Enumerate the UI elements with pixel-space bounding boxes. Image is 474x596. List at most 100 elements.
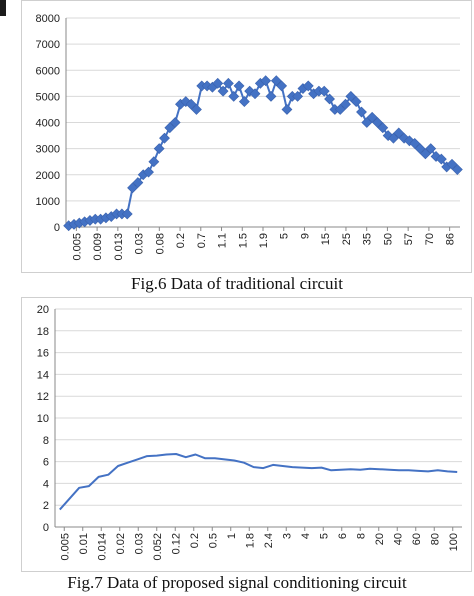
fig6-xtick-label: 5	[279, 233, 291, 239]
fig6-data-point	[265, 90, 277, 102]
fig7-xtick-label: 0.5	[207, 533, 219, 548]
fig6-data-point	[185, 98, 197, 110]
fig6-ytick-label: 8000	[36, 13, 60, 25]
fig6-data-point	[372, 117, 383, 128]
fig6-data-point	[164, 122, 176, 134]
fig7-xtick-label: 40	[392, 533, 404, 545]
fig7-xtick-label: 1	[226, 533, 238, 539]
fig6-data-point	[318, 85, 330, 97]
fig6-data-point	[212, 77, 224, 89]
fig6-data-point	[356, 106, 367, 118]
fig6-xtick-label: 70	[424, 233, 436, 245]
fig6-ytick-label: 2000	[36, 170, 60, 182]
fig6-xtick-label: 0.2	[175, 233, 187, 248]
fig6-data-point	[324, 93, 335, 105]
fig6-xtick-label: 86	[445, 233, 457, 245]
fig6-data-point	[345, 90, 357, 102]
fig6-data-point	[159, 132, 170, 144]
fig7-ytick-label: 6	[43, 457, 49, 469]
clipped-edge-mark	[0, 0, 6, 16]
fig6-xtick-label: 15	[320, 233, 332, 245]
fig6-data-point	[249, 88, 261, 100]
fig7-xtick-label: 60	[411, 533, 423, 545]
fig7-xtick-label: 3	[281, 533, 293, 539]
caption-fig7: Fig.7 Data of proposed signal conditioni…	[67, 573, 407, 592]
fig6-xtick-label: 9	[299, 233, 311, 239]
fig6-xtick-label: 1.1	[217, 233, 229, 248]
fig7-xtick-label: 0.052	[152, 533, 164, 561]
fig6-data-point	[191, 104, 202, 115]
fig6-ytick-label: 0	[54, 222, 60, 234]
fig6-xtick-label: 0.7	[196, 233, 208, 248]
fig6-data-point	[153, 143, 165, 155]
fig6-data-point	[302, 80, 314, 92]
fig6-data-point	[222, 77, 234, 89]
fig6-data-point	[388, 132, 399, 144]
fig7-ytick-label: 14	[37, 369, 49, 381]
fig7-ytick-label: 4	[43, 478, 49, 490]
fig7-xtick-label: 20	[374, 533, 386, 545]
fig6-data-point	[419, 148, 431, 160]
fig7-ytick-label: 0	[43, 522, 49, 534]
fig6-data-point	[260, 75, 272, 87]
fig7-ytick-label: 8	[43, 435, 49, 447]
fig7-xtick-label: 5	[318, 533, 330, 539]
fig6-ytick-label: 1000	[36, 196, 60, 208]
fig7-series-line	[59, 453, 458, 511]
fig7-xtick-label: 4	[300, 533, 312, 539]
fig6-data-point	[340, 98, 351, 110]
fig6-data-point	[435, 153, 447, 165]
fig7-ytick-label: 12	[37, 391, 49, 403]
fig7-xtick-label: 0.03	[133, 533, 145, 554]
fig6-data-point	[361, 117, 373, 128]
fig7-xtick-label: 0.2	[189, 533, 201, 548]
fig6-data-point	[143, 166, 154, 178]
fig7-ytick-label: 16	[37, 348, 49, 360]
fig6-xtick-label: 0.08	[154, 233, 166, 254]
fig6-data-point	[292, 90, 304, 102]
fig6-data-point	[127, 182, 138, 194]
fig6-data-point	[409, 137, 421, 149]
fig6-data-point	[121, 208, 133, 220]
fig6-data-point	[233, 80, 245, 92]
fig7-xtick-label: 80	[429, 533, 441, 545]
fig6-ytick-label: 5000	[36, 91, 60, 103]
fig6-data-point	[393, 127, 405, 139]
fig7-xtick-label: 1.8	[244, 533, 256, 548]
fig6-xtick-label: 1.5	[237, 233, 249, 248]
fig6-ytick-label: 3000	[36, 144, 60, 156]
fig6-data-point	[148, 156, 160, 168]
fig7-xtick-label: 0.12	[170, 533, 182, 554]
fig6-data-point	[366, 111, 378, 123]
fig7-ytick-label: 18	[37, 326, 49, 338]
fig7-xtick-label: 8	[355, 533, 367, 539]
fig6-xtick-label: 0.009	[92, 233, 104, 261]
fig6-xtick-label: 1.9	[258, 233, 270, 248]
fig6-data-point	[228, 90, 240, 102]
fig6-xtick-label: 0.005	[71, 233, 83, 261]
fig7-xtick-label: 0.02	[115, 533, 127, 554]
fig6-data-point	[238, 96, 250, 108]
fig6-data-point	[169, 117, 181, 128]
fig6-xtick-label: 0.03	[134, 233, 146, 254]
fig6-data-point	[451, 164, 463, 175]
fig6-xtick-label: 0.013	[113, 233, 125, 261]
fig7-xtick-label: 0.01	[78, 533, 90, 554]
fig6-data-point	[425, 143, 437, 155]
fig7-ytick-label: 20	[37, 304, 49, 316]
fig7-xtick-label: 0.005	[59, 533, 71, 561]
fig6-data-point	[350, 96, 362, 108]
fig6-data-point	[217, 85, 229, 97]
fig7-ytick-label: 2	[43, 500, 49, 512]
fig6-ytick-label: 6000	[36, 65, 60, 77]
fig7-xtick-label: 2.4	[263, 533, 275, 548]
fig6-data-point	[334, 104, 346, 115]
fig6-data-point	[414, 143, 426, 155]
fig6-data-point	[270, 75, 282, 87]
fig6-ytick-label: 7000	[36, 39, 60, 51]
fig6-xtick-label: 50	[382, 233, 394, 245]
fig6-xtick-label: 35	[362, 233, 374, 245]
fig6-data-point	[446, 158, 458, 170]
